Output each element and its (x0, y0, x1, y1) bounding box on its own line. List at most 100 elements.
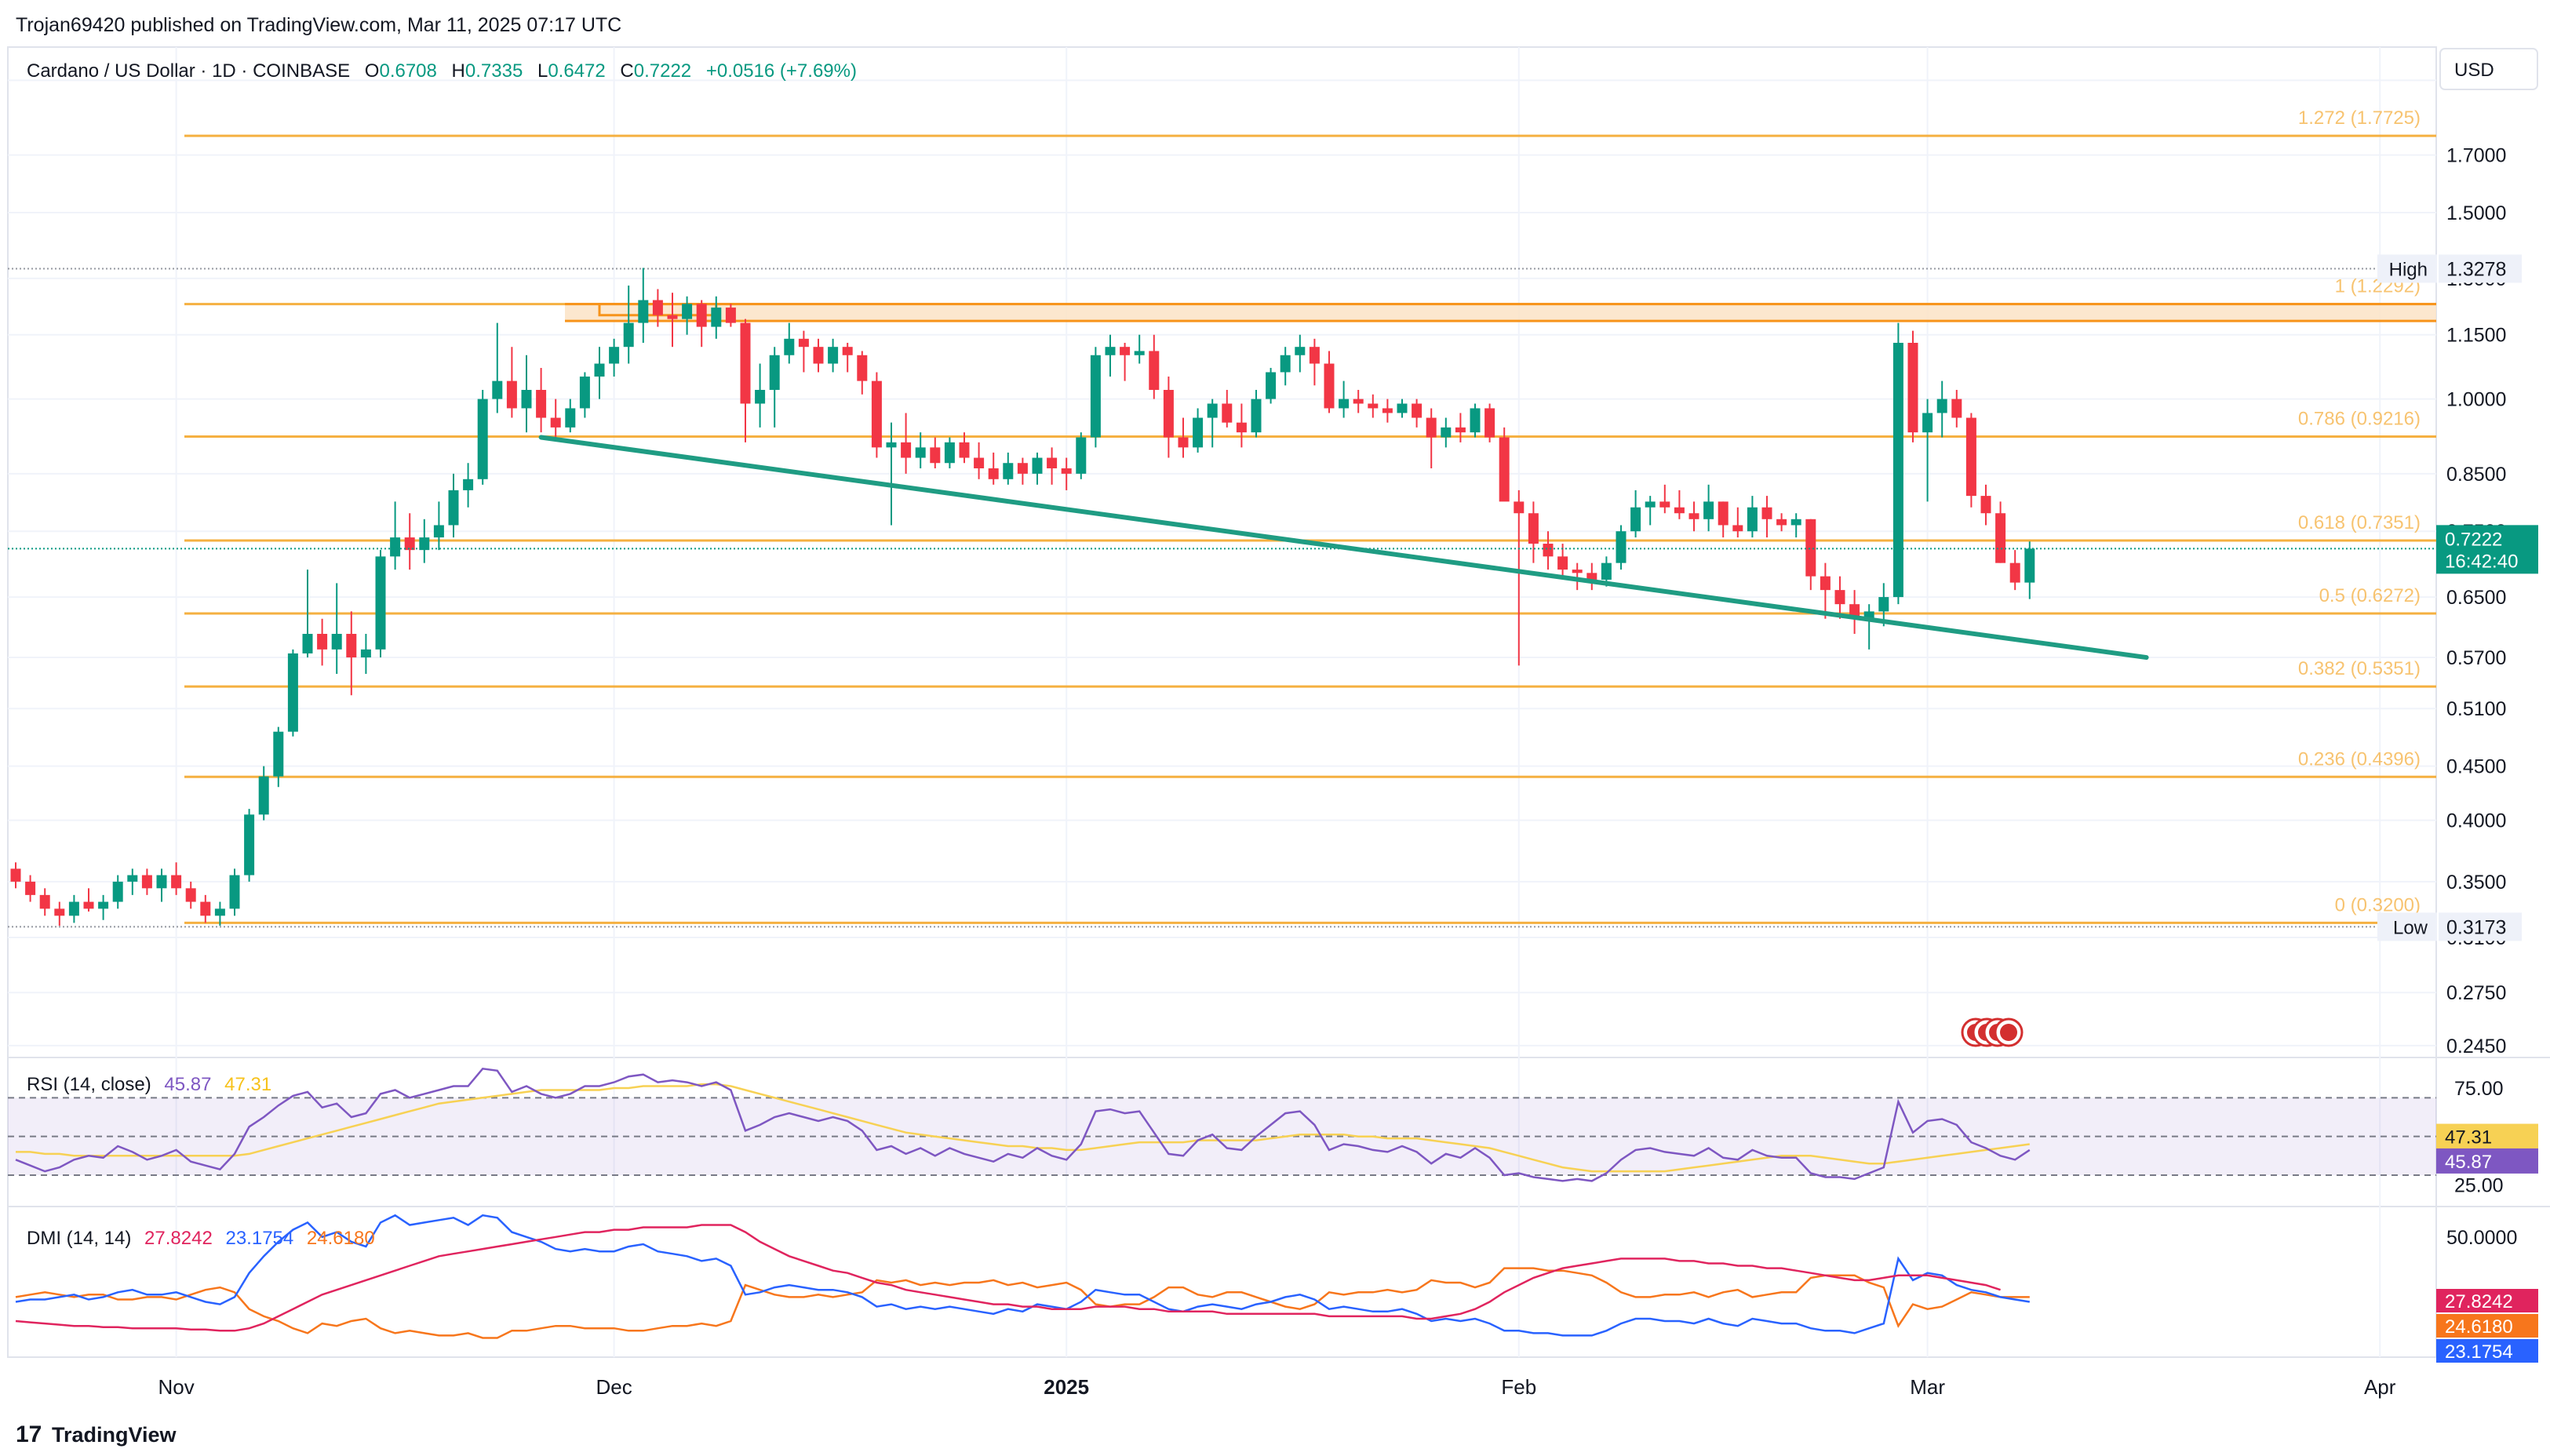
candle (1470, 403, 1481, 438)
candle (1047, 447, 1058, 485)
candle-body (185, 888, 196, 902)
events-icon[interactable] (1961, 1017, 2024, 1047)
candle (609, 338, 620, 377)
candle (1630, 490, 1641, 538)
flag-fill (2000, 1024, 2017, 1041)
candle-body (287, 653, 298, 732)
candle (667, 293, 678, 348)
time-tick: Dec (596, 1375, 632, 1399)
fib-label: 0.382 (0.5351) (2298, 658, 2421, 679)
candle (98, 894, 109, 920)
candle-body (1193, 417, 1204, 448)
candle (1892, 322, 1903, 605)
last-price-bg (2436, 525, 2538, 574)
candle-body (83, 901, 94, 909)
low-tag: 0.3173 Low (2377, 912, 2522, 941)
candle (1236, 403, 1247, 448)
svg-text:RSI (14, close) 45.87: RSI (14, close) 45.87 47.31 (27, 1074, 271, 1095)
candle (842, 342, 853, 373)
candle-body (1324, 363, 1335, 409)
candle-body (1061, 468, 1072, 474)
candle-body (39, 894, 50, 909)
candle (974, 442, 985, 479)
candle-body (506, 380, 517, 409)
candle-body (229, 875, 240, 909)
dmi-tick: 50.0000 (2446, 1227, 2517, 1249)
candle (725, 304, 736, 327)
candle-body (448, 490, 459, 526)
resistance-band (565, 304, 2436, 322)
price-tick: 0.3500 (2446, 872, 2506, 894)
candle (1397, 399, 1408, 418)
fib-label: 0.618 (0.7351) (2298, 512, 2421, 533)
candle (1382, 399, 1393, 423)
candle-body (112, 881, 123, 902)
candle-body (1543, 544, 1554, 557)
candle-body (1805, 519, 1816, 577)
candle-body (1645, 501, 1656, 508)
candle (39, 888, 50, 916)
candle (1951, 390, 1962, 428)
rsi-tag-value: 45.87 (2445, 1152, 2492, 1173)
candle-body (594, 363, 605, 377)
price-tick: 0.2750 (2446, 982, 2506, 1004)
price-tick: 1.1500 (2446, 325, 2506, 347)
candle-body (1309, 347, 1320, 364)
candle (2009, 550, 2020, 591)
candle-body (1601, 562, 1612, 580)
open-label: O (365, 60, 380, 82)
candle (258, 766, 269, 821)
candle (1222, 390, 1233, 428)
candle (959, 432, 970, 464)
candle (1017, 457, 1028, 485)
candle-body (463, 479, 474, 490)
candle (1732, 507, 1743, 538)
candle (83, 888, 94, 912)
candle (594, 347, 605, 399)
candle-body (1907, 342, 1918, 433)
rsi-tag: 45.87 (2436, 1148, 2538, 1174)
candle-body (813, 347, 824, 364)
candle-body (521, 390, 532, 409)
high-value: 0.7335 (465, 60, 523, 82)
candle-body (1032, 457, 1043, 474)
candle-body (1120, 347, 1131, 355)
candle-body (579, 377, 590, 409)
candle (1412, 399, 1423, 428)
candle (1309, 338, 1320, 386)
candle (360, 633, 371, 674)
candle (317, 618, 328, 666)
candle-body (1499, 437, 1510, 502)
candle (448, 473, 459, 538)
minus-di-value: 24.6180 (307, 1228, 375, 1249)
fib-label: 0.786 (0.9216) (2298, 408, 2421, 429)
adx-value: 27.8242 (144, 1228, 213, 1249)
candle-body (1149, 351, 1160, 391)
candle-body (2024, 548, 2035, 583)
candle-body (98, 901, 109, 909)
candle (477, 390, 488, 485)
candle-body (1965, 417, 1976, 497)
candle-body (1557, 556, 1568, 570)
candle (433, 501, 444, 551)
candle-body (1353, 399, 1364, 404)
candle-body (273, 731, 284, 777)
candlesticks (8, 268, 2436, 926)
candle-body (171, 875, 182, 889)
candle (638, 268, 649, 343)
low-value: 0.6472 (548, 60, 605, 82)
candle (112, 875, 123, 909)
minus-di-tag: 24.6180 (2436, 1314, 2538, 1338)
svg-text:17: 17 (16, 1421, 42, 1447)
fib-label: 1.272 (1.7725) (2298, 107, 2421, 129)
currency-button[interactable]: USD (2439, 48, 2538, 90)
candle-body (1280, 355, 1291, 373)
candle-body (755, 390, 766, 404)
adx-tag-value: 27.8242 (2445, 1291, 2513, 1312)
candle-body (2009, 562, 2020, 583)
candle (375, 550, 386, 658)
adx-line (15, 1224, 2001, 1332)
rsi-legend: RSI (14, close) 45.87 47.31 (27, 1074, 271, 1095)
price-tick: 0.4500 (2446, 756, 2506, 778)
candle (550, 399, 561, 438)
